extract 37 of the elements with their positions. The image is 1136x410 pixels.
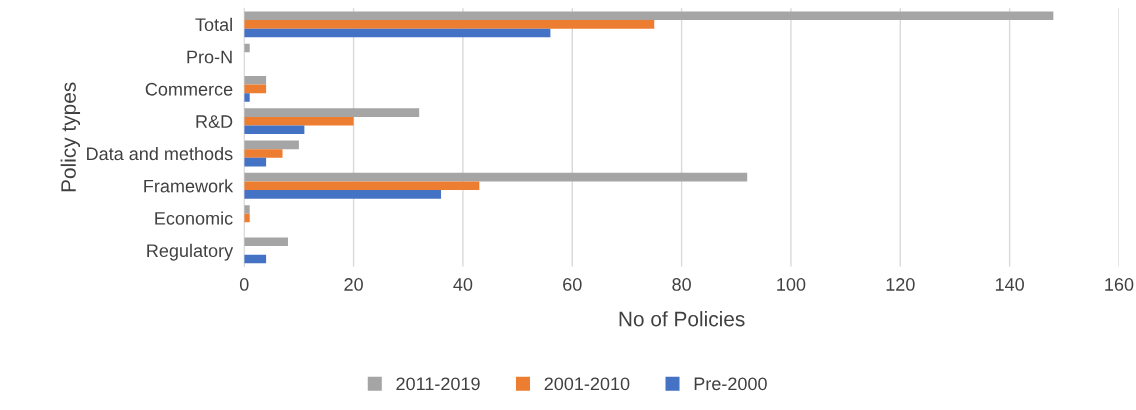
bar <box>244 76 267 85</box>
y-axis-title: Policy types <box>60 82 81 192</box>
bar <box>244 190 442 199</box>
x-tick-label: 40 <box>453 278 473 291</box>
y-tick-label: R&D <box>196 115 233 128</box>
y-tick-label: Total <box>195 17 232 32</box>
x-axis-title: No of Policies <box>619 311 745 327</box>
x-tick-label: 160 <box>1105 278 1134 291</box>
legend-label: Pre-2000 <box>694 377 767 391</box>
bar <box>244 125 305 135</box>
bar <box>244 108 420 117</box>
bar <box>244 181 480 191</box>
legend-label: 2011-2019 <box>396 377 480 391</box>
bar <box>244 140 299 150</box>
y-tick-label: Data and methods <box>87 146 233 161</box>
bar <box>244 20 655 29</box>
bar <box>244 93 250 102</box>
bar <box>244 237 288 247</box>
bar <box>244 205 250 214</box>
x-tick-label: 60 <box>563 278 582 291</box>
y-tick-label: Pro-N <box>187 50 232 64</box>
x-tick-label: 120 <box>886 278 915 291</box>
y-tick-label: Commerce <box>145 82 233 96</box>
y-tick-label: Economic <box>155 211 233 225</box>
bar <box>244 11 1054 21</box>
bar <box>244 149 283 158</box>
x-tick-label: 100 <box>777 278 806 291</box>
y-tick-label: Regulatory <box>147 243 234 261</box>
bar <box>244 28 551 38</box>
y-tick-label: Framework <box>144 179 234 193</box>
legend-label: 2001-2010 <box>544 377 630 391</box>
x-tick-label: 140 <box>995 278 1024 291</box>
x-tick-label: 80 <box>672 278 691 291</box>
x-tick-label: 0 <box>239 278 249 291</box>
x-tick-label: 20 <box>344 278 363 291</box>
bar <box>244 172 748 182</box>
bar <box>244 116 354 126</box>
